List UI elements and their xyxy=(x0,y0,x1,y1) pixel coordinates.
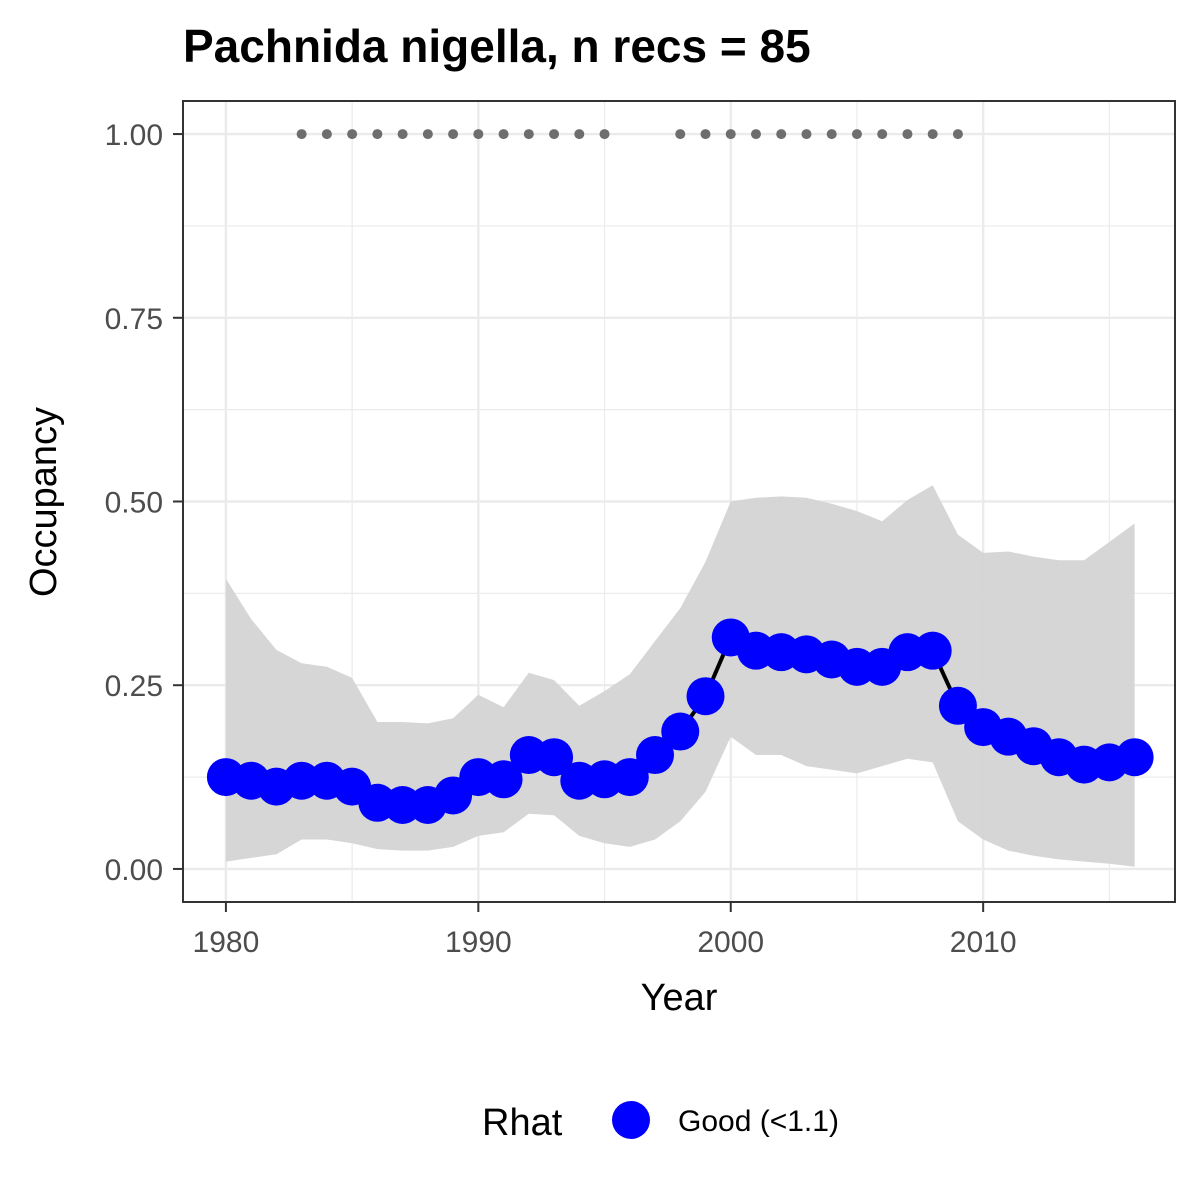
record-dot xyxy=(448,129,459,140)
y-tick-label: 0.50 xyxy=(105,487,163,520)
occupancy-point xyxy=(484,760,523,799)
y-axis: 0.00 0.25 0.50 0.75 1.00 xyxy=(105,119,183,887)
x-tick-label: 2000 xyxy=(697,926,764,959)
record-dot xyxy=(801,129,812,140)
record-dot xyxy=(851,129,862,140)
y-axis-title: Occupancy xyxy=(23,407,65,597)
record-dot xyxy=(523,129,534,140)
record-dot xyxy=(902,129,913,140)
occupancy-point xyxy=(1115,738,1154,777)
x-tick-label: 2010 xyxy=(950,926,1017,959)
record-dot xyxy=(927,129,938,140)
record-dots xyxy=(296,129,963,140)
record-dot xyxy=(321,129,332,140)
record-dot xyxy=(372,129,383,140)
record-dot xyxy=(776,129,787,140)
record-dot xyxy=(473,129,484,140)
record-dot xyxy=(498,129,509,140)
record-dot xyxy=(422,129,433,140)
record-dot xyxy=(952,129,963,140)
y-tick-label: 0.25 xyxy=(105,670,163,703)
record-dot xyxy=(675,129,686,140)
occupancy-point xyxy=(686,677,725,716)
record-dot xyxy=(750,129,761,140)
occupancy-points xyxy=(206,618,1154,824)
chart-title: Pachnida nigella, n recs = 85 xyxy=(183,20,811,72)
record-dot xyxy=(296,129,307,140)
record-dot xyxy=(549,129,560,140)
legend: Rhat Good (<1.1) xyxy=(482,1101,839,1144)
record-dot xyxy=(877,129,888,140)
record-dot xyxy=(826,129,837,140)
x-tick-label: 1990 xyxy=(445,926,512,959)
occupancy-point xyxy=(913,631,952,670)
legend-title: Rhat xyxy=(482,1102,563,1144)
record-dot xyxy=(725,129,736,140)
x-axis-title: Year xyxy=(641,977,718,1019)
record-dot xyxy=(347,129,358,140)
legend-label-good: Good (<1.1) xyxy=(678,1105,839,1138)
legend-key-good xyxy=(612,1101,650,1139)
y-tick-label: 0.00 xyxy=(105,854,163,887)
credible-interval-band xyxy=(225,485,1135,867)
credible-interval-area xyxy=(225,485,1135,867)
record-dot xyxy=(700,129,711,140)
x-tick-label: 1980 xyxy=(193,926,260,959)
record-dot xyxy=(599,129,610,140)
occupancy-point xyxy=(636,736,675,775)
x-axis: 1980 1990 2000 2010 xyxy=(193,902,1017,959)
record-dot xyxy=(574,129,585,140)
occupancy-point xyxy=(938,686,977,725)
y-tick-label: 0.75 xyxy=(105,303,163,336)
y-tick-label: 1.00 xyxy=(105,119,163,152)
occupancy-point xyxy=(661,712,700,751)
occupancy-point xyxy=(610,758,649,797)
occupancy-point xyxy=(535,738,574,777)
record-dot xyxy=(397,129,408,140)
